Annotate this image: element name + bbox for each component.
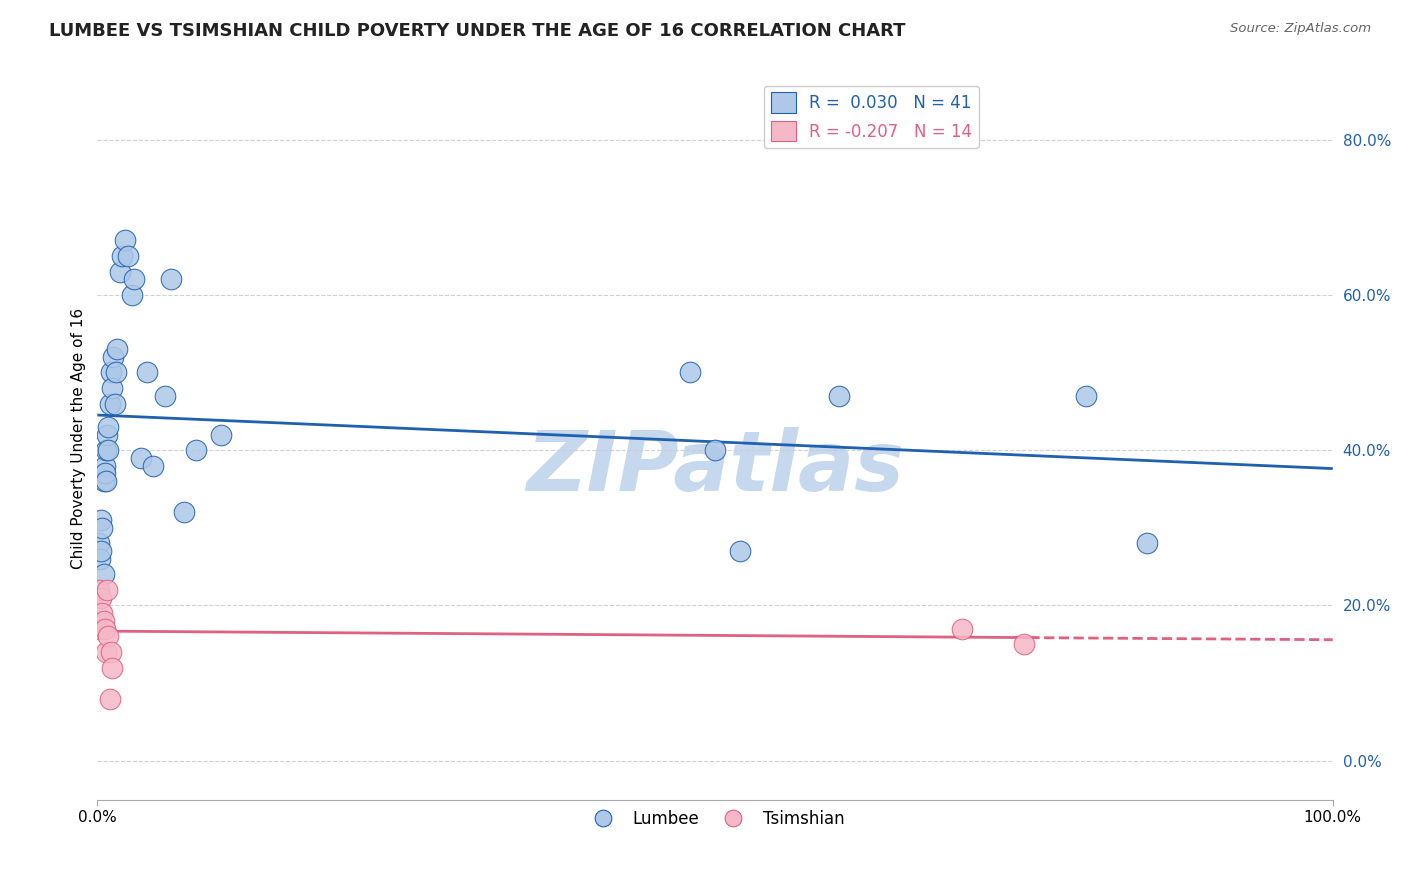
Point — [93, 567, 115, 582]
Point — [101, 660, 124, 674]
Point — [728, 544, 751, 558]
Point — [160, 272, 183, 286]
Point — [135, 366, 157, 380]
Point — [87, 582, 110, 597]
Point — [94, 458, 117, 473]
Point — [104, 396, 127, 410]
Point — [97, 420, 120, 434]
Point — [94, 645, 117, 659]
Point — [142, 458, 165, 473]
Point — [129, 450, 152, 465]
Legend: Lumbee, Tsimshian: Lumbee, Tsimshian — [579, 803, 851, 835]
Point — [101, 381, 124, 395]
Y-axis label: Child Poverty Under the Age of 16: Child Poverty Under the Age of 16 — [72, 308, 86, 569]
Point — [1012, 637, 1035, 651]
Point — [94, 622, 117, 636]
Text: ZIPatlas: ZIPatlas — [526, 427, 904, 508]
Point — [186, 443, 208, 458]
Point — [827, 389, 849, 403]
Text: Source: ZipAtlas.com: Source: ZipAtlas.com — [1230, 22, 1371, 36]
Point — [950, 622, 973, 636]
Point — [111, 249, 134, 263]
Point — [98, 691, 121, 706]
Point — [121, 288, 143, 302]
Point — [90, 544, 112, 558]
Point — [94, 474, 117, 488]
Point — [98, 396, 121, 410]
Point — [97, 630, 120, 644]
Point — [94, 443, 117, 458]
Text: LUMBEE VS TSIMSHIAN CHILD POVERTY UNDER THE AGE OF 16 CORRELATION CHART: LUMBEE VS TSIMSHIAN CHILD POVERTY UNDER … — [49, 22, 905, 40]
Point — [97, 443, 120, 458]
Point — [100, 645, 122, 659]
Point — [90, 591, 112, 605]
Point — [94, 467, 117, 481]
Point — [91, 521, 114, 535]
Point — [91, 606, 114, 620]
Point — [117, 249, 139, 263]
Point — [96, 427, 118, 442]
Point — [124, 272, 146, 286]
Point — [87, 536, 110, 550]
Point — [1136, 536, 1159, 550]
Point — [114, 234, 136, 248]
Point — [155, 389, 177, 403]
Point — [679, 366, 702, 380]
Point — [105, 342, 128, 356]
Point — [104, 366, 127, 380]
Point — [209, 427, 232, 442]
Point — [93, 614, 115, 628]
Point — [100, 366, 122, 380]
Point — [90, 513, 112, 527]
Point — [108, 264, 131, 278]
Point — [89, 551, 111, 566]
Point — [103, 350, 125, 364]
Point — [89, 622, 111, 636]
Point — [93, 474, 115, 488]
Point — [96, 582, 118, 597]
Point — [1074, 389, 1097, 403]
Point — [704, 443, 727, 458]
Point — [173, 505, 195, 519]
